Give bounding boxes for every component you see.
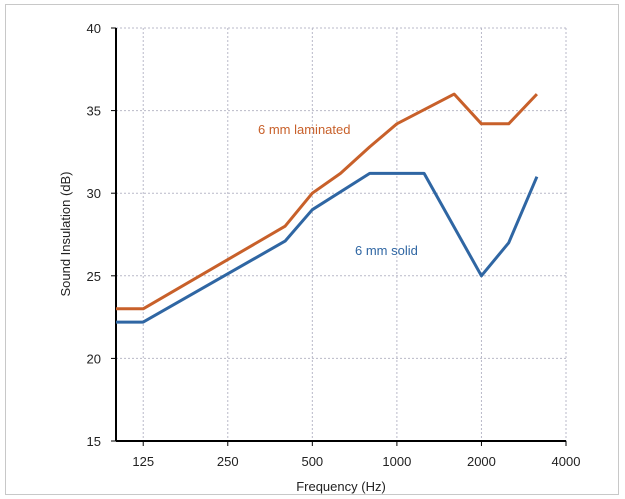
series-line — [116, 171, 539, 324]
grid — [116, 27, 567, 441]
series-label: 6 mm laminated — [258, 122, 350, 137]
x-tick-label: 4000 — [552, 454, 581, 469]
y-tick-label: 30 — [87, 186, 101, 201]
x-tick-label: 500 — [301, 454, 323, 469]
y-tick-label: 25 — [87, 269, 101, 284]
series-labels: 6 mm laminated 6 mm solid — [258, 122, 418, 258]
x-axis-title: Frequency (Hz) — [296, 479, 386, 494]
x-tick-label: 1000 — [382, 454, 411, 469]
y-axis-title: Sound Insulation (dB) — [58, 171, 73, 296]
x-tick-label: 2000 — [467, 454, 496, 469]
x-tick-label: 125 — [132, 454, 154, 469]
y-tick-label: 35 — [87, 104, 101, 119]
y-tick-label: 20 — [87, 351, 101, 366]
x-tick-label: 250 — [217, 454, 239, 469]
y-tick-labels: 15 20 25 30 35 40 — [87, 21, 116, 449]
y-tick-label: 40 — [87, 21, 101, 36]
y-tick-label: 15 — [87, 434, 101, 449]
series-label: 6 mm solid — [355, 243, 418, 258]
series-lines — [116, 92, 539, 324]
series-line — [116, 92, 538, 311]
x-tick-labels: 125 250 500 1000 2000 4000 — [132, 441, 580, 469]
axes — [115, 28, 566, 442]
